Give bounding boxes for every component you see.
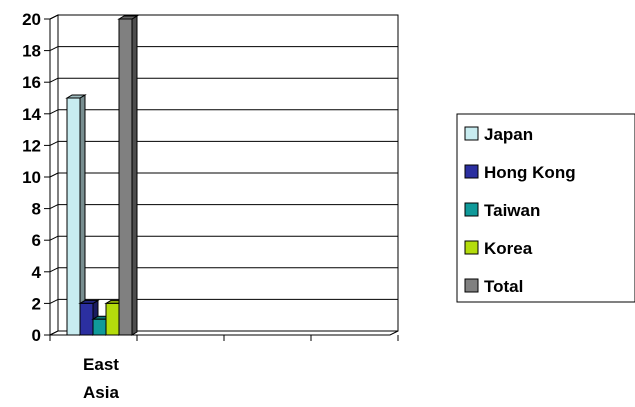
bar-taiwan xyxy=(92,318,107,336)
legend: Japan Hong Kong Taiwan Korea Total xyxy=(456,113,635,303)
y-tick-label: 20 xyxy=(22,10,41,29)
bar-side-total xyxy=(131,15,138,336)
y-tick-label: 4 xyxy=(32,263,42,282)
bar-japan xyxy=(66,97,81,336)
category-label: East xyxy=(83,355,119,374)
category-label: Asia xyxy=(83,383,119,402)
legend-label: Hong Kong xyxy=(484,163,576,182)
legend-swatch xyxy=(464,278,479,293)
legend-label: Japan xyxy=(484,125,533,144)
y-tick-label: 18 xyxy=(22,42,41,61)
y-tick-label: 10 xyxy=(22,168,41,187)
bar-total xyxy=(118,18,133,336)
bar-side-japan xyxy=(79,94,86,336)
y-tick-label: 14 xyxy=(22,105,41,124)
bar-korea xyxy=(105,302,120,336)
legend-label: Total xyxy=(484,277,523,296)
x-axis: East Asia xyxy=(49,335,399,402)
y-tick-label: 16 xyxy=(22,73,41,92)
gridline-side xyxy=(49,109,59,115)
legend-label: Taiwan xyxy=(484,201,540,220)
y-tick-label: 2 xyxy=(32,294,41,313)
gridline-side xyxy=(49,267,59,273)
plot-walls xyxy=(49,14,399,336)
y-tick-label: 6 xyxy=(32,231,41,250)
y-tick-label: 8 xyxy=(32,200,41,219)
gridlines xyxy=(49,14,398,304)
gridline-side xyxy=(49,298,59,304)
legend-swatch xyxy=(464,164,479,179)
gridline-side xyxy=(49,204,59,210)
bars xyxy=(65,15,139,336)
legend-box xyxy=(456,113,635,303)
gridline-side xyxy=(49,77,59,83)
y-tick-label: 12 xyxy=(22,136,41,155)
bar-hong-kong xyxy=(79,302,94,336)
gridline-side xyxy=(49,172,59,178)
y-axis: 0 2 4 6 8 10 12 14 16 18 20 xyxy=(22,10,51,345)
legend-swatch xyxy=(464,240,479,255)
legend-swatch xyxy=(464,202,479,217)
legend-label: Korea xyxy=(484,239,533,258)
gridline-side xyxy=(49,235,59,241)
gridline-side xyxy=(49,46,59,52)
y-tick-label: 0 xyxy=(32,326,41,345)
legend-swatch xyxy=(464,126,479,141)
gridline-side xyxy=(49,140,59,146)
